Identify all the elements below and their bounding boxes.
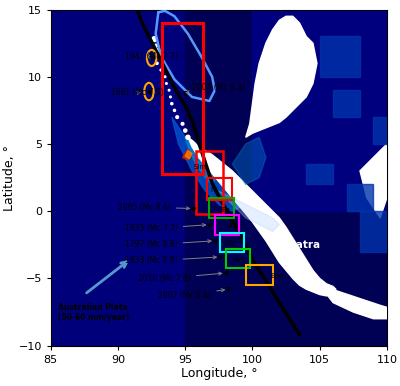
Circle shape bbox=[174, 109, 176, 112]
Text: Sib: Sib bbox=[227, 223, 238, 229]
Text: Sim: Sim bbox=[193, 164, 206, 170]
Circle shape bbox=[171, 103, 173, 105]
Polygon shape bbox=[172, 117, 246, 211]
Text: 2005 (Mᴄ 8.6): 2005 (Mᴄ 8.6) bbox=[118, 203, 190, 212]
Polygon shape bbox=[374, 117, 394, 144]
Circle shape bbox=[152, 37, 157, 42]
Bar bbox=[220, 233, 244, 252]
Polygon shape bbox=[185, 151, 192, 159]
Polygon shape bbox=[360, 144, 387, 218]
Bar bbox=[196, 151, 223, 214]
Text: Ba: Ba bbox=[222, 207, 230, 213]
Text: 1833 (Mᴄ 8.9): 1833 (Mᴄ 8.9) bbox=[125, 256, 216, 266]
Circle shape bbox=[184, 129, 187, 132]
Polygon shape bbox=[320, 36, 360, 77]
Circle shape bbox=[176, 116, 178, 119]
Polygon shape bbox=[360, 211, 387, 252]
Text: 2007 (Mᴄ 8.4): 2007 (Mᴄ 8.4) bbox=[158, 289, 224, 300]
Circle shape bbox=[159, 54, 161, 56]
Text: Sumatra: Sumatra bbox=[270, 240, 320, 250]
Text: 1797 (Mᴄ 8.8): 1797 (Mᴄ 8.8) bbox=[125, 240, 211, 249]
Circle shape bbox=[181, 122, 184, 125]
Circle shape bbox=[166, 83, 167, 84]
Polygon shape bbox=[252, 10, 387, 211]
Text: 1941 (Mᴄ 7.7): 1941 (Mᴄ 7.7) bbox=[125, 52, 178, 61]
Polygon shape bbox=[333, 90, 360, 117]
Text: Australian Plate
(50-60 mm/year): Australian Plate (50-60 mm/year) bbox=[58, 303, 129, 322]
Text: 1935 (Mᴄ 7.7): 1935 (Mᴄ 7.7) bbox=[125, 223, 206, 233]
Polygon shape bbox=[346, 185, 374, 211]
Text: Eng: Eng bbox=[270, 273, 283, 279]
Bar bbox=[226, 249, 250, 267]
Circle shape bbox=[170, 96, 171, 98]
Circle shape bbox=[157, 49, 160, 51]
Text: 2004 (Mᴄ 9.3): 2004 (Mᴄ 9.3) bbox=[186, 83, 245, 94]
Circle shape bbox=[154, 44, 157, 47]
Polygon shape bbox=[51, 10, 185, 345]
Circle shape bbox=[168, 90, 170, 91]
Polygon shape bbox=[185, 10, 387, 345]
Bar bbox=[162, 23, 203, 174]
Polygon shape bbox=[232, 137, 266, 185]
Polygon shape bbox=[320, 285, 394, 319]
Circle shape bbox=[156, 62, 158, 64]
X-axis label: Longitude, °: Longitude, ° bbox=[180, 367, 257, 381]
Polygon shape bbox=[246, 16, 317, 137]
Circle shape bbox=[186, 135, 190, 139]
Polygon shape bbox=[185, 137, 216, 185]
Bar bbox=[246, 265, 273, 285]
Polygon shape bbox=[182, 149, 192, 160]
Bar bbox=[207, 178, 232, 200]
Text: LSip: LSip bbox=[223, 240, 238, 247]
Polygon shape bbox=[306, 164, 333, 185]
Circle shape bbox=[164, 76, 166, 78]
Circle shape bbox=[160, 69, 162, 71]
Polygon shape bbox=[188, 137, 336, 296]
Y-axis label: Latitude, °: Latitude, ° bbox=[3, 145, 16, 211]
Bar bbox=[215, 215, 239, 235]
Text: 2010 (Mᴄ 7.8): 2010 (Mᴄ 7.8) bbox=[138, 272, 222, 283]
Polygon shape bbox=[219, 191, 279, 231]
Text: Ni: Ni bbox=[211, 187, 218, 193]
Bar bbox=[210, 198, 234, 218]
Text: Pag: Pag bbox=[232, 257, 245, 262]
Text: 1881 (Mᴄ 7.9): 1881 (Mᴄ 7.9) bbox=[111, 88, 164, 97]
